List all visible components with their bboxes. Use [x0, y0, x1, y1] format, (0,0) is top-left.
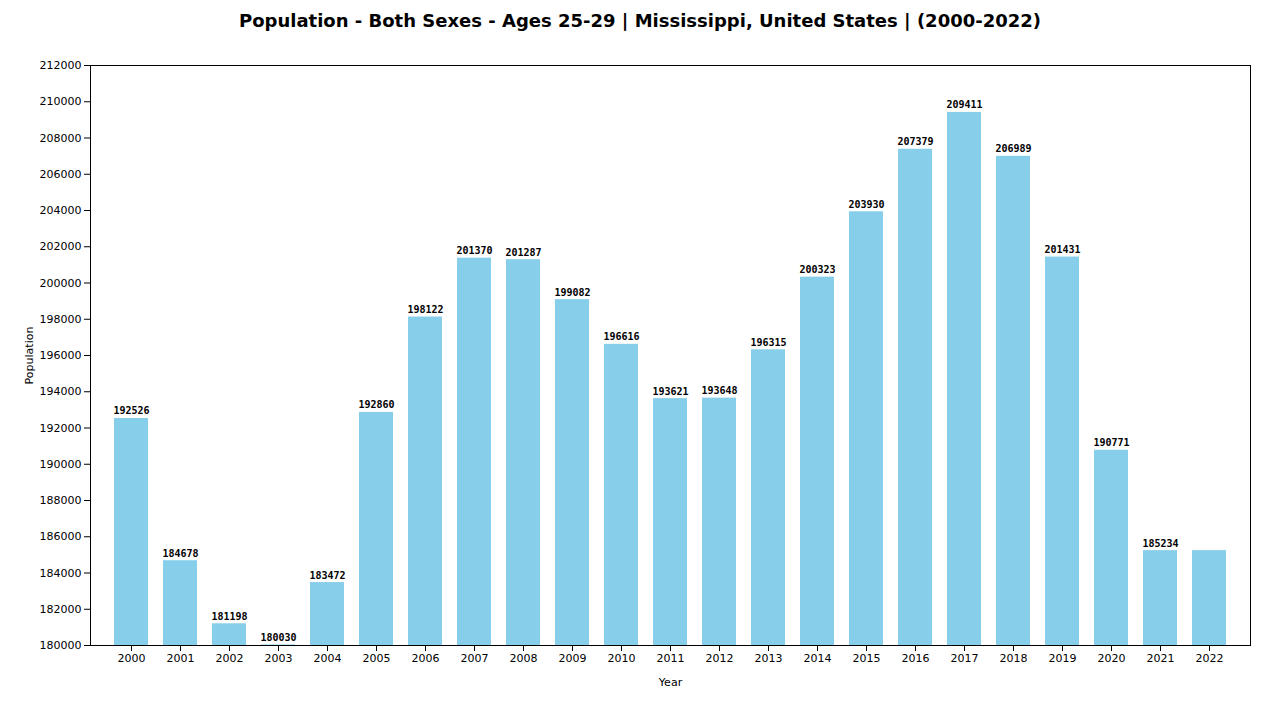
svg-text:2017: 2017	[951, 652, 979, 665]
svg-text:2007: 2007	[461, 652, 489, 665]
svg-text:203930: 203930	[848, 199, 884, 210]
svg-text:198000: 198000	[40, 313, 82, 326]
svg-text:201431: 201431	[1044, 244, 1080, 255]
svg-text:206000: 206000	[40, 168, 82, 181]
svg-text:184000: 184000	[40, 567, 82, 580]
svg-text:2015: 2015	[853, 652, 881, 665]
svg-text:2005: 2005	[363, 652, 391, 665]
svg-text:185234: 185234	[1142, 538, 1178, 549]
svg-text:201370: 201370	[456, 245, 492, 256]
svg-text:207379: 207379	[897, 136, 933, 147]
svg-text:Year: Year	[658, 676, 683, 689]
svg-text:209411: 209411	[946, 99, 982, 110]
svg-text:193621: 193621	[652, 386, 688, 397]
svg-text:199082: 199082	[554, 287, 590, 298]
svg-text:Population: Population	[23, 327, 36, 385]
svg-text:192000: 192000	[40, 422, 82, 435]
svg-text:194000: 194000	[40, 385, 82, 398]
svg-text:2002: 2002	[216, 652, 244, 665]
svg-text:188000: 188000	[40, 494, 82, 507]
svg-text:196000: 196000	[40, 349, 82, 362]
svg-text:2009: 2009	[559, 652, 587, 665]
svg-text:2013: 2013	[755, 652, 783, 665]
svg-text:2012: 2012	[706, 652, 734, 665]
svg-text:192860: 192860	[358, 399, 394, 410]
svg-text:193648: 193648	[701, 385, 737, 396]
svg-text:2022: 2022	[1196, 652, 1224, 665]
svg-text:212000: 212000	[40, 59, 82, 72]
svg-text:190771: 190771	[1093, 437, 1129, 448]
svg-text:2006: 2006	[412, 652, 440, 665]
svg-text:181198: 181198	[211, 611, 247, 622]
svg-text:2000: 2000	[118, 652, 146, 665]
svg-text:2010: 2010	[608, 652, 636, 665]
svg-text:184678: 184678	[162, 548, 198, 559]
svg-text:2003: 2003	[265, 652, 293, 665]
svg-text:182000: 182000	[40, 603, 82, 616]
svg-text:210000: 210000	[40, 95, 82, 108]
svg-text:180030: 180030	[260, 632, 296, 643]
svg-text:192526: 192526	[113, 405, 149, 416]
svg-text:2016: 2016	[902, 652, 930, 665]
svg-text:196315: 196315	[750, 337, 786, 348]
svg-text:2019: 2019	[1049, 652, 1077, 665]
svg-text:200000: 200000	[40, 277, 82, 290]
svg-text:2020: 2020	[1098, 652, 1126, 665]
svg-text:200323: 200323	[799, 264, 835, 275]
svg-text:2014: 2014	[804, 652, 832, 665]
svg-text:190000: 190000	[40, 458, 82, 471]
svg-text:2001: 2001	[167, 652, 195, 665]
svg-text:183472: 183472	[309, 570, 345, 581]
svg-text:2021: 2021	[1147, 652, 1175, 665]
svg-text:198122: 198122	[407, 304, 443, 315]
svg-text:2018: 2018	[1000, 652, 1028, 665]
svg-text:180000: 180000	[40, 639, 82, 652]
svg-text:204000: 204000	[40, 204, 82, 217]
svg-text:186000: 186000	[40, 530, 82, 543]
svg-text:201287: 201287	[505, 247, 541, 258]
svg-text:208000: 208000	[40, 132, 82, 145]
svg-text:2008: 2008	[510, 652, 538, 665]
svg-text:2004: 2004	[314, 652, 342, 665]
svg-text:206989: 206989	[995, 143, 1031, 154]
svg-text:202000: 202000	[40, 240, 82, 253]
svg-text:196616: 196616	[603, 331, 639, 342]
html-text:Population - Both Sexes - Ages: Population - Both Sexes - Ages 25-29 | M…	[239, 10, 1041, 31]
svg-text:2011: 2011	[657, 652, 685, 665]
